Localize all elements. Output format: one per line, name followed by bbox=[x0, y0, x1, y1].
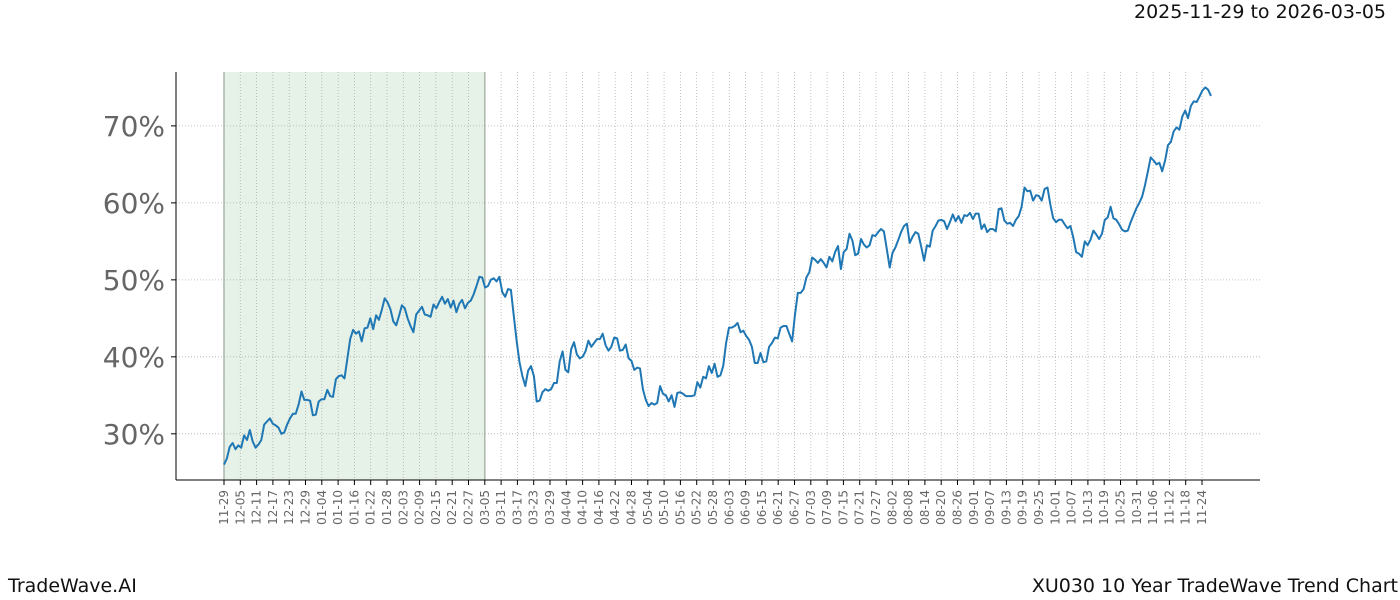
y-tick-label: 60% bbox=[103, 187, 165, 220]
x-tick-label: 12-23 bbox=[282, 490, 296, 525]
x-tick-label: 12-17 bbox=[266, 490, 280, 525]
x-tick-label: 01-16 bbox=[347, 490, 361, 525]
x-tick-label: 05-04 bbox=[641, 490, 655, 525]
x-tick-label: 04-10 bbox=[576, 490, 590, 525]
x-tick-label: 02-03 bbox=[396, 490, 410, 525]
x-tick-label: 06-27 bbox=[788, 490, 802, 525]
x-tick-label: 03-11 bbox=[494, 490, 508, 525]
x-tick-label: 09-07 bbox=[983, 490, 997, 525]
x-tick-label: 02-09 bbox=[413, 490, 427, 525]
x-tick-label: 08-14 bbox=[918, 490, 932, 525]
x-tick-label: 06-09 bbox=[739, 490, 753, 525]
brand-label: TradeWave.AI bbox=[8, 575, 137, 597]
y-tick-label: 70% bbox=[103, 110, 165, 143]
x-tick-label: 09-25 bbox=[1032, 490, 1046, 525]
y-tick-label: 50% bbox=[103, 264, 165, 297]
x-tick-label: 10-07 bbox=[1065, 490, 1079, 525]
x-tick-label: 09-19 bbox=[1016, 490, 1030, 525]
trend-line bbox=[223, 86, 1212, 466]
x-tick-label: 02-15 bbox=[429, 490, 443, 525]
x-tick-label: 06-21 bbox=[771, 490, 785, 525]
x-tick-label: 02-21 bbox=[445, 490, 459, 525]
x-tick-label: 11-18 bbox=[1179, 490, 1193, 525]
x-tick-label: 09-01 bbox=[967, 490, 981, 525]
x-tick-label: 08-26 bbox=[951, 490, 965, 525]
x-tick-label: 05-10 bbox=[657, 490, 671, 525]
x-tick-label: 11-29 bbox=[217, 490, 231, 525]
date-range-label: 2025-11-29 to 2026-03-05 bbox=[1134, 1, 1386, 23]
x-tick-label: 12-11 bbox=[250, 490, 264, 525]
x-tick-label: 04-16 bbox=[592, 490, 606, 525]
x-tick-label: 07-27 bbox=[869, 490, 883, 525]
x-tick-label: 01-04 bbox=[315, 490, 329, 525]
x-tick-label: 10-31 bbox=[1130, 490, 1144, 525]
x-tick-label: 04-04 bbox=[559, 490, 573, 525]
x-tick-label: 11-12 bbox=[1162, 490, 1176, 525]
x-tick-label: 02-27 bbox=[462, 490, 476, 525]
x-tick-label: 07-03 bbox=[804, 490, 818, 525]
x-tick-label: 07-09 bbox=[820, 490, 834, 525]
x-tick-label: 12-29 bbox=[299, 490, 313, 525]
x-tick-label: 11-24 bbox=[1195, 490, 1209, 525]
y-tick-label: 30% bbox=[103, 418, 165, 451]
x-tick-label: 03-17 bbox=[510, 490, 524, 525]
x-tick-label: 06-03 bbox=[722, 490, 736, 525]
x-tick-label: 08-20 bbox=[934, 490, 948, 525]
x-tick-label: 07-21 bbox=[853, 490, 867, 525]
x-tick-label: 10-19 bbox=[1097, 490, 1111, 525]
x-tick-label: 05-16 bbox=[673, 490, 687, 525]
x-tick-label: 03-05 bbox=[478, 490, 492, 525]
y-tick-label: 40% bbox=[103, 341, 165, 374]
grid-layer bbox=[176, 72, 1260, 480]
x-tick-label: 10-01 bbox=[1048, 490, 1062, 525]
x-tick-label: 08-02 bbox=[885, 490, 899, 525]
x-tick-label: 08-08 bbox=[902, 490, 916, 525]
x-tick-label: 05-28 bbox=[706, 490, 720, 525]
chart-title: XU030 10 Year TradeWave Trend Chart bbox=[1031, 575, 1398, 597]
x-tick-label: 10-25 bbox=[1114, 490, 1128, 525]
x-tick-label: 03-29 bbox=[543, 490, 557, 525]
x-tick-label: 11-06 bbox=[1146, 490, 1160, 525]
x-tick-label: 01-22 bbox=[364, 490, 378, 525]
series-layer bbox=[223, 86, 1212, 466]
x-tick-label: 10-13 bbox=[1081, 490, 1095, 525]
x-tick-label: 05-22 bbox=[690, 490, 704, 525]
x-tick-label: 04-22 bbox=[608, 490, 622, 525]
x-tick-label: 01-28 bbox=[380, 490, 394, 525]
x-tick-label: 04-28 bbox=[625, 490, 639, 525]
x-tick-label: 06-15 bbox=[755, 490, 769, 525]
axis-layer: 11-29 12-05 12-11 12-17 12-23 12-29 01-04 01-10… bbox=[103, 72, 1260, 525]
x-tick-label: 09-13 bbox=[999, 490, 1013, 525]
x-tick-label: 12-05 bbox=[233, 490, 247, 525]
x-tick-label: 07-15 bbox=[836, 490, 850, 525]
x-tick-label: 01-10 bbox=[331, 490, 345, 525]
x-tick-label: 03-23 bbox=[527, 490, 541, 525]
